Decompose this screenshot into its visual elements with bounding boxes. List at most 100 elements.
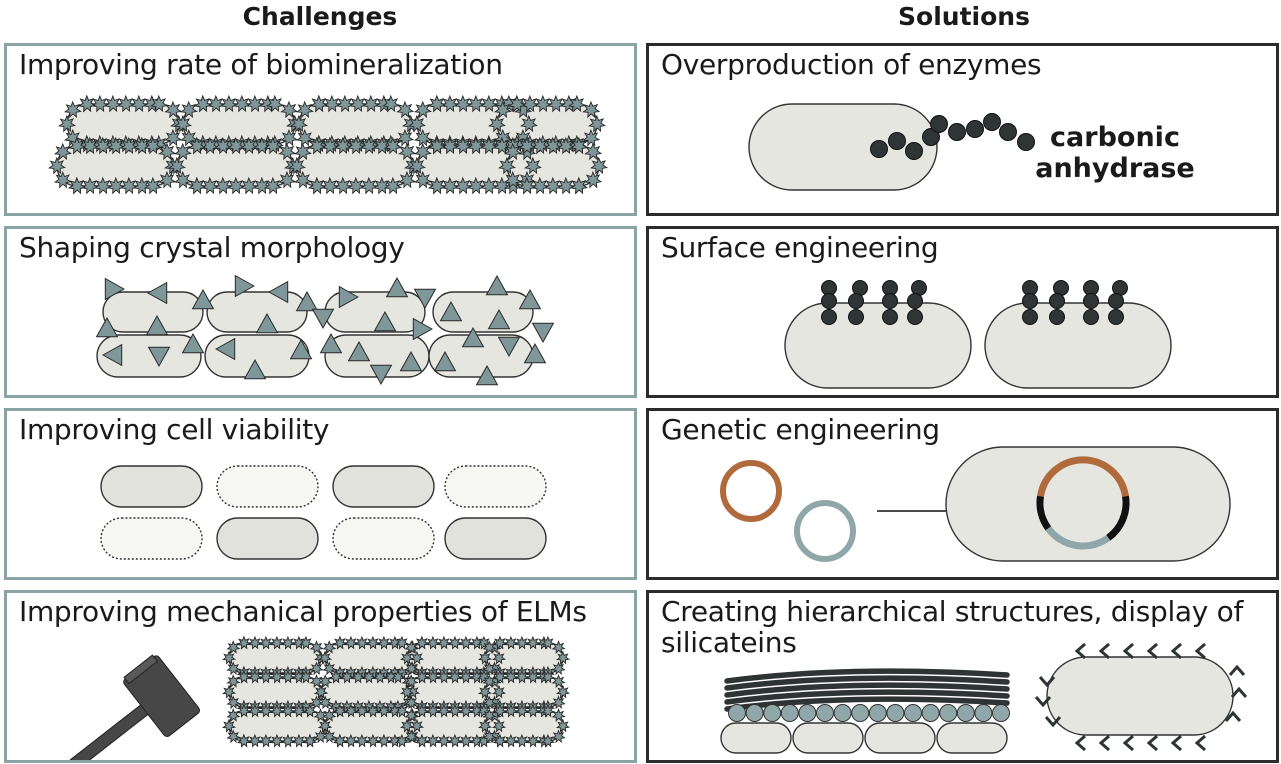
crystal [413, 170, 432, 189]
cell [792, 722, 864, 754]
crystal [347, 340, 371, 362]
silicatein-sphere [939, 704, 958, 722]
silicatein-sphere [992, 704, 1010, 722]
hierarchical-structures-illustration [720, 642, 1248, 754]
protein-dot [1017, 133, 1035, 151]
crystal [398, 142, 417, 161]
cell [945, 446, 1231, 562]
crystal [555, 718, 571, 733]
crystal [477, 718, 493, 733]
silicatein-mark [1034, 696, 1052, 708]
crystal [433, 350, 457, 372]
crystal [179, 128, 198, 147]
crystal [174, 114, 192, 133]
crystal [436, 635, 452, 650]
cell [984, 302, 1172, 389]
carbonic-anhydrase-label: carbonic anhydrase [1025, 122, 1205, 184]
crystal [310, 94, 328, 113]
silicatein-sphere [833, 704, 852, 722]
crystal [258, 703, 274, 718]
crystal [570, 176, 588, 195]
crystal [514, 669, 530, 684]
crystal [544, 176, 562, 195]
crystal [409, 650, 425, 665]
crystal [404, 661, 419, 676]
crystal [58, 114, 76, 133]
crystal [482, 729, 497, 744]
crystal [317, 718, 333, 733]
cell [332, 517, 435, 560]
crystal [295, 100, 314, 119]
crystal [555, 684, 571, 699]
challenge-label: Improving cell viability [19, 413, 330, 446]
challenge-panel-crystal-morphology: Shaping crystal morphology [4, 226, 637, 398]
silica-layer [724, 675, 1010, 691]
cell [1046, 656, 1234, 736]
crystal [298, 635, 314, 650]
crystal [362, 94, 380, 113]
crystal [396, 128, 415, 147]
carbonic-text: carbonic [1050, 122, 1180, 153]
crystal [514, 703, 530, 718]
crystal [384, 176, 402, 195]
crystal [323, 94, 341, 113]
crystal [525, 669, 541, 684]
crystal [321, 136, 339, 155]
silicatein-mark [1038, 676, 1056, 688]
crystal [280, 100, 299, 119]
crystal [101, 343, 123, 367]
crystal [458, 703, 474, 718]
crystal [334, 136, 352, 155]
crystal [404, 674, 419, 689]
crystal [436, 669, 452, 684]
crystal [454, 94, 472, 113]
crystal [467, 176, 485, 195]
crystal [534, 94, 552, 113]
crystal [436, 733, 452, 748]
crystal [399, 350, 423, 372]
cell-viability-illustration [100, 465, 547, 560]
crystal [322, 729, 337, 744]
crystal [95, 316, 119, 338]
crystal [503, 733, 519, 748]
crystal [308, 176, 326, 195]
cell [206, 291, 308, 333]
crystal [120, 176, 138, 195]
crystal [243, 358, 267, 380]
crystal [508, 94, 526, 113]
crystal [503, 703, 519, 718]
crystal [520, 114, 538, 133]
silicatein-mark [1170, 734, 1182, 752]
crystal [354, 635, 370, 650]
crystal [227, 136, 245, 155]
crystal [491, 718, 507, 733]
crystal [354, 703, 370, 718]
crystal [104, 277, 126, 301]
crystal [485, 274, 509, 296]
crystal [226, 729, 241, 744]
crystal [164, 100, 183, 119]
cell [784, 302, 972, 389]
crystal [390, 669, 406, 684]
crystal [477, 650, 493, 665]
genetic-engineering-illustration [720, 446, 1231, 562]
crystal [269, 635, 285, 650]
crystal [467, 136, 485, 155]
crystal [269, 669, 285, 684]
crystal [280, 703, 296, 718]
crystal [487, 308, 511, 330]
crystal [521, 94, 539, 113]
crystal [570, 136, 588, 155]
crystal [269, 733, 285, 748]
crystal [288, 156, 306, 175]
crystal [525, 733, 541, 748]
silicatein-mark [1044, 716, 1062, 728]
crystal [332, 703, 348, 718]
crystal [480, 136, 498, 155]
crystal [503, 142, 522, 161]
crystal [350, 669, 366, 684]
crystal [408, 114, 426, 133]
crystal [298, 669, 314, 684]
crystal [302, 703, 318, 718]
crystal [414, 703, 430, 718]
